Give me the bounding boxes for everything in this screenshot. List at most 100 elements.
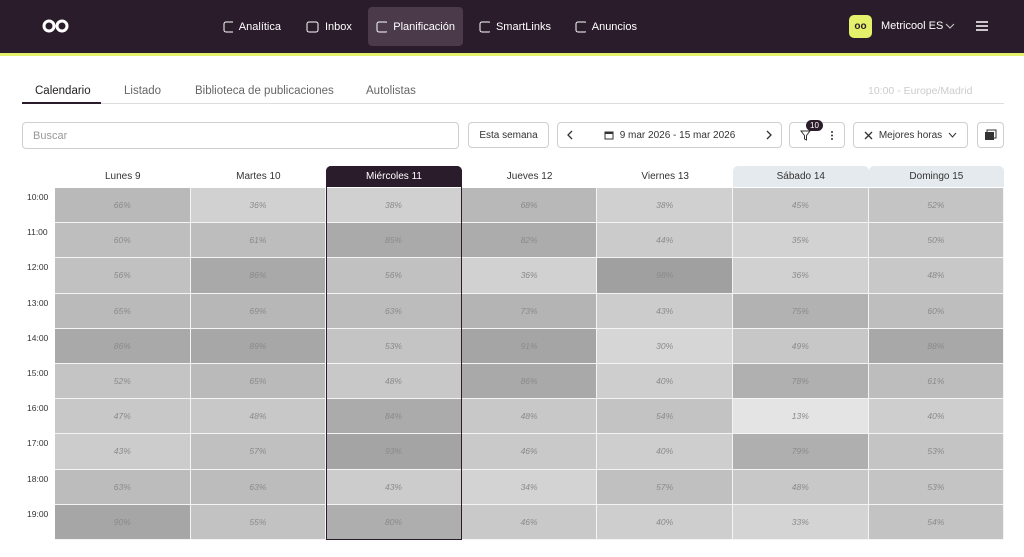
heatmap-cell[interactable]: 52% (868, 188, 1005, 224)
heatmap-cell[interactable]: 84% (326, 399, 462, 435)
heatmap-cell[interactable]: 88% (868, 328, 1005, 364)
day-header: Domingo 15 (868, 166, 1005, 187)
heatmap-cell[interactable]: 56% (326, 258, 462, 294)
heatmap-cell[interactable]: 66% (55, 188, 191, 224)
heatmap-cell[interactable]: 75% (733, 293, 869, 329)
heatmap-cell[interactable]: 57% (190, 434, 327, 470)
heatmap-cell[interactable]: 43% (55, 434, 191, 470)
nav-item[interactable]: Analítica (215, 7, 289, 46)
heatmap-cell[interactable]: 53% (868, 469, 1005, 505)
heatmap-cell[interactable]: 36% (190, 188, 327, 224)
heatmap-cell[interactable]: 53% (326, 328, 462, 364)
heatmap-cell[interactable]: 33% (733, 504, 869, 540)
heatmap-cell[interactable]: 86% (55, 328, 191, 364)
heatmap-cell[interactable]: 40% (868, 399, 1005, 435)
heatmap-cell[interactable]: 45% (733, 188, 869, 224)
heatmap-cell[interactable]: 36% (733, 258, 869, 294)
heatmap-cell[interactable]: 85% (326, 223, 462, 259)
menu-icon[interactable] (975, 19, 989, 33)
heatmap-cell[interactable]: 80% (326, 504, 462, 540)
heatmap-cell[interactable]: 93% (326, 434, 462, 470)
heatmap-cell[interactable]: 54% (597, 399, 733, 435)
heatmap-cell[interactable]: 46% (461, 434, 598, 470)
heatmap-cell[interactable]: 61% (190, 223, 327, 259)
heatmap-cell[interactable]: 48% (733, 469, 869, 505)
more-icon (831, 130, 834, 140)
account-avatar[interactable]: oo (849, 15, 872, 38)
heatmap-cell[interactable]: 61% (868, 364, 1005, 400)
heatmap-cell[interactable]: 50% (868, 223, 1005, 259)
heatmap-cell[interactable]: 36% (461, 258, 598, 294)
heatmap-cell[interactable]: 49% (733, 328, 869, 364)
heatmap-cell[interactable]: 43% (597, 293, 733, 329)
heatmap-cell[interactable]: 89% (190, 328, 327, 364)
heatmap-cell[interactable]: 52% (55, 364, 191, 400)
heatmap-cell[interactable]: 43% (326, 469, 462, 505)
nav-item[interactable]: Planificación (368, 7, 463, 46)
heatmap-cell[interactable]: 57% (597, 469, 733, 505)
nav-item[interactable]: Inbox (298, 7, 360, 46)
nav-item[interactable]: SmartLinks (471, 7, 559, 46)
heatmap-cell[interactable]: 46% (461, 504, 598, 540)
heatmap-cell[interactable]: 82% (461, 223, 598, 259)
heatmap-cell[interactable]: 30% (597, 328, 733, 364)
heatmap-cell[interactable]: 63% (190, 469, 327, 505)
heatmap-cell[interactable]: 69% (190, 293, 327, 329)
logo (42, 19, 69, 33)
heatmap-cell[interactable]: 40% (597, 364, 733, 400)
nav-item[interactable]: Anuncios (567, 7, 645, 46)
heatmap-cell[interactable]: 86% (190, 258, 327, 294)
prev-icon[interactable] (566, 130, 574, 140)
heatmap-cell[interactable]: 65% (55, 293, 191, 329)
heatmap-cell[interactable]: 34% (461, 469, 598, 505)
heatmap-cell[interactable]: 44% (597, 223, 733, 259)
heatmap-cell[interactable]: 40% (597, 504, 733, 540)
heatmap-cell[interactable]: 47% (55, 399, 191, 435)
heatmap-cell[interactable]: 13% (733, 399, 869, 435)
heatmap-cell[interactable]: 56% (55, 258, 191, 294)
heatmap-cell[interactable]: 40% (597, 434, 733, 470)
heatmap-cell[interactable]: 91% (461, 328, 598, 364)
tab[interactable]: Listado (124, 85, 162, 97)
search-input[interactable]: Buscar (22, 122, 459, 149)
hour-label: 10:00 (27, 192, 49, 202)
tab[interactable]: Autolistas (366, 85, 416, 97)
heatmap-cell[interactable]: 55% (190, 504, 327, 540)
heatmap-cell[interactable]: 60% (55, 223, 191, 259)
tab[interactable]: Biblioteca de publicaciones (195, 85, 334, 97)
heatmap-cell[interactable]: 48% (461, 399, 598, 435)
heatmap-cell[interactable]: 68% (461, 188, 598, 224)
heatmap-cell[interactable]: 98% (597, 258, 733, 294)
timezone[interactable]: 10:00 - Europe/Madrid (868, 85, 973, 97)
heatmap-cell[interactable]: 54% (868, 504, 1005, 540)
best-hours-button[interactable]: Mejores horas (853, 122, 968, 148)
heatmap-cell[interactable]: 90% (55, 504, 191, 540)
heatmap-cell[interactable]: 73% (461, 293, 598, 329)
heatmap-cell[interactable]: 65% (190, 364, 327, 400)
heatmap-cell[interactable]: 53% (868, 434, 1005, 470)
nav-label: Planificación (393, 20, 455, 33)
date-picker[interactable]: 9 mar 2026 - 15 mar 2026 (557, 122, 782, 148)
accent-line (0, 53, 1024, 56)
heatmap-cell[interactable]: 48% (868, 258, 1005, 294)
nav-icon (376, 21, 388, 32)
heatmap-cell[interactable]: 86% (461, 364, 598, 400)
heatmap-cell[interactable]: 35% (733, 223, 869, 259)
heatmap-cell[interactable]: 38% (326, 188, 462, 224)
heatmap-cell[interactable]: 79% (733, 434, 869, 470)
heatmap-cell[interactable]: 38% (597, 188, 733, 224)
account-name[interactable]: Metricool ES (881, 20, 944, 32)
heatmap-cell[interactable]: 48% (190, 399, 327, 435)
heatmap-cell[interactable]: 63% (326, 293, 462, 329)
heatmap-cell[interactable]: 78% (733, 364, 869, 400)
this-week-button[interactable]: Esta semana (468, 122, 549, 148)
day-header: Lunes 9 (55, 166, 191, 187)
tab[interactable]: Calendario (35, 85, 91, 97)
gallery-button[interactable] (977, 122, 1004, 148)
nav-icon (479, 21, 490, 32)
heatmap-cell[interactable]: 60% (868, 293, 1005, 329)
heatmap-cell[interactable]: 48% (326, 364, 462, 400)
heatmap-cell[interactable]: 63% (55, 469, 191, 505)
next-icon[interactable] (765, 130, 773, 140)
